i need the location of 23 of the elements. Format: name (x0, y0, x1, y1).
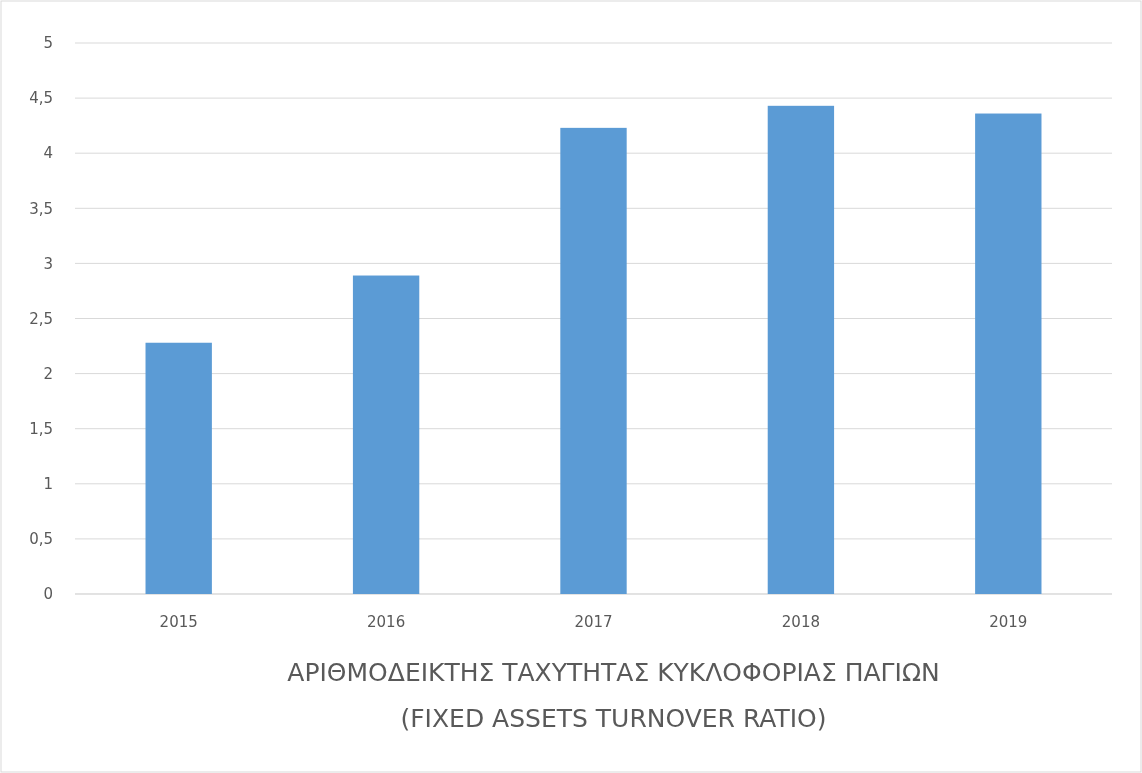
y-tick-label: 1 (43, 475, 53, 494)
bar (975, 113, 1042, 594)
y-tick-label: 5 (43, 34, 53, 53)
y-tick-label: 2 (43, 364, 53, 383)
y-tick-label: 4 (43, 144, 53, 163)
y-tick-label: 0,5 (29, 530, 53, 549)
bar (352, 275, 420, 594)
x-tick-label: 2018 (781, 613, 820, 631)
text: ΑΡΙΘΜΟΔΕΙΚΤΗΣ ΤΑΧΥΤΗΤΑΣ ΚΥΚΛΟΦΟΡΙΑΣ ΠΑΓΙΩΝ (287, 658, 940, 687)
y-tick-label: 3 (43, 254, 53, 273)
y-tick-label: 1,5 (29, 419, 53, 438)
bar (560, 127, 627, 594)
y-tick-label: 3,5 (29, 199, 53, 218)
y-tick-label: 4,5 (29, 89, 53, 108)
y-tick-label: 0 (43, 585, 53, 604)
bar (145, 342, 212, 594)
y-tick-label: 2,5 (29, 309, 53, 328)
x-tick-label: 2015 (159, 613, 198, 631)
x-tick-label: 2019 (989, 613, 1028, 631)
text: (FIXED ASSETS TURNOVER RATIO) (400, 704, 827, 733)
bar (767, 105, 835, 594)
x-tick-label: 2016 (367, 613, 406, 631)
x-tick-label: 2017 (574, 613, 613, 631)
